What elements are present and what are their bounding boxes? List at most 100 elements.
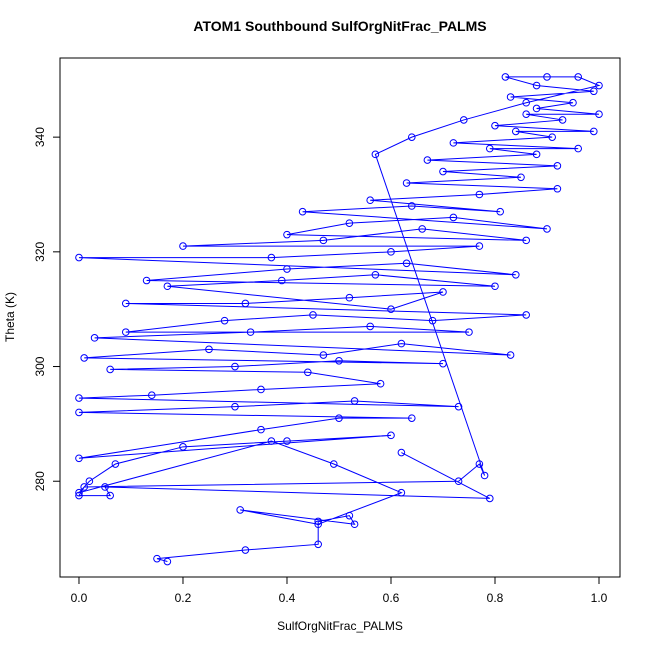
data-point bbox=[553, 162, 562, 170]
x-tick-label: 1.0 bbox=[591, 591, 608, 605]
data-point bbox=[371, 270, 380, 279]
plot-frame bbox=[59, 57, 621, 578]
data-point bbox=[350, 520, 359, 529]
y-tick-label: 320 bbox=[33, 242, 47, 262]
data-point bbox=[111, 460, 120, 468]
y-tick-label: 340 bbox=[33, 127, 47, 147]
data-point bbox=[407, 133, 416, 141]
data-point bbox=[387, 248, 395, 256]
x-tick-label: 0.6 bbox=[383, 591, 400, 605]
data-point bbox=[319, 351, 328, 359]
x-tick-label: 0.4 bbox=[279, 591, 296, 605]
data-point bbox=[376, 379, 385, 388]
data-point bbox=[558, 116, 567, 124]
data-point bbox=[439, 288, 447, 296]
x-tick-label: 0.0 bbox=[71, 591, 88, 605]
data-point bbox=[142, 276, 151, 285]
data-point bbox=[532, 81, 541, 90]
data-point bbox=[449, 213, 458, 222]
data-point bbox=[485, 144, 494, 153]
data-point bbox=[147, 391, 156, 400]
data-point bbox=[402, 179, 411, 187]
data-point bbox=[163, 557, 172, 566]
data-point bbox=[475, 190, 484, 199]
data-point bbox=[506, 93, 515, 101]
data-point bbox=[153, 554, 161, 563]
data-point bbox=[75, 253, 83, 262]
data-point bbox=[205, 345, 213, 354]
data-point bbox=[501, 73, 510, 81]
data-point bbox=[543, 73, 551, 81]
x-tick-label: 0.8 bbox=[487, 591, 504, 605]
data-point bbox=[179, 443, 187, 451]
data-point bbox=[101, 483, 109, 491]
data-point bbox=[459, 116, 468, 124]
data-point bbox=[335, 356, 343, 365]
data-point bbox=[335, 414, 343, 422]
data-point bbox=[387, 431, 395, 440]
data-point bbox=[532, 104, 541, 113]
data-point bbox=[303, 368, 312, 377]
data-point bbox=[548, 133, 556, 141]
data-point bbox=[329, 460, 338, 468]
data-point bbox=[283, 265, 291, 273]
y-axis-label: Theta (K) bbox=[3, 292, 17, 342]
data-point bbox=[543, 225, 551, 233]
data-point bbox=[595, 110, 603, 119]
data-point bbox=[402, 259, 411, 268]
data-point bbox=[283, 437, 291, 445]
data-point bbox=[80, 483, 88, 491]
data-point bbox=[522, 311, 530, 319]
data-point bbox=[106, 365, 114, 374]
data-point bbox=[309, 311, 317, 319]
data-point bbox=[314, 517, 322, 526]
data-point bbox=[439, 359, 447, 368]
data-point bbox=[553, 184, 562, 193]
data-point bbox=[179, 242, 187, 250]
data-point bbox=[439, 167, 447, 176]
data-point bbox=[241, 546, 250, 554]
y-tick-label: 280 bbox=[33, 471, 47, 491]
data-point bbox=[569, 98, 577, 107]
data-point bbox=[350, 397, 359, 405]
data-point bbox=[90, 334, 99, 342]
data-point bbox=[454, 477, 463, 486]
data-point bbox=[522, 110, 530, 119]
data-point bbox=[465, 328, 473, 336]
data-point bbox=[449, 139, 458, 147]
data-point bbox=[475, 242, 484, 250]
data-point bbox=[428, 316, 437, 325]
data-point bbox=[454, 402, 463, 411]
series-line bbox=[77, 76, 601, 562]
data-point bbox=[511, 127, 520, 136]
data-point bbox=[522, 98, 530, 107]
data-point bbox=[387, 305, 395, 313]
y-tick-label: 300 bbox=[33, 356, 47, 376]
data-point bbox=[106, 491, 114, 500]
data-point bbox=[517, 173, 525, 182]
chart-title: ATOM1 Southbound SulfOrgNitFrac_PALMS bbox=[193, 18, 486, 34]
data-point bbox=[491, 282, 499, 291]
data-point bbox=[345, 293, 354, 302]
data-point bbox=[121, 299, 130, 308]
data-point bbox=[314, 540, 322, 549]
data-point bbox=[220, 316, 229, 325]
data-point bbox=[75, 408, 83, 417]
x-axis-label: SulfOrgNitFrac_PALMS bbox=[277, 619, 403, 633]
data-point bbox=[480, 471, 489, 480]
data-point bbox=[231, 402, 239, 411]
data-point bbox=[267, 437, 276, 445]
data-point bbox=[75, 491, 83, 500]
data-point bbox=[407, 414, 416, 422]
data-point bbox=[532, 150, 541, 159]
data-point bbox=[491, 121, 499, 130]
data-point bbox=[366, 196, 374, 205]
data-point bbox=[75, 394, 83, 402]
data-point bbox=[485, 494, 494, 503]
data-point bbox=[314, 520, 322, 529]
data-point bbox=[85, 477, 94, 486]
data-point bbox=[345, 219, 354, 227]
data-point bbox=[397, 448, 406, 457]
data-point bbox=[366, 322, 374, 331]
data-point bbox=[257, 425, 265, 434]
